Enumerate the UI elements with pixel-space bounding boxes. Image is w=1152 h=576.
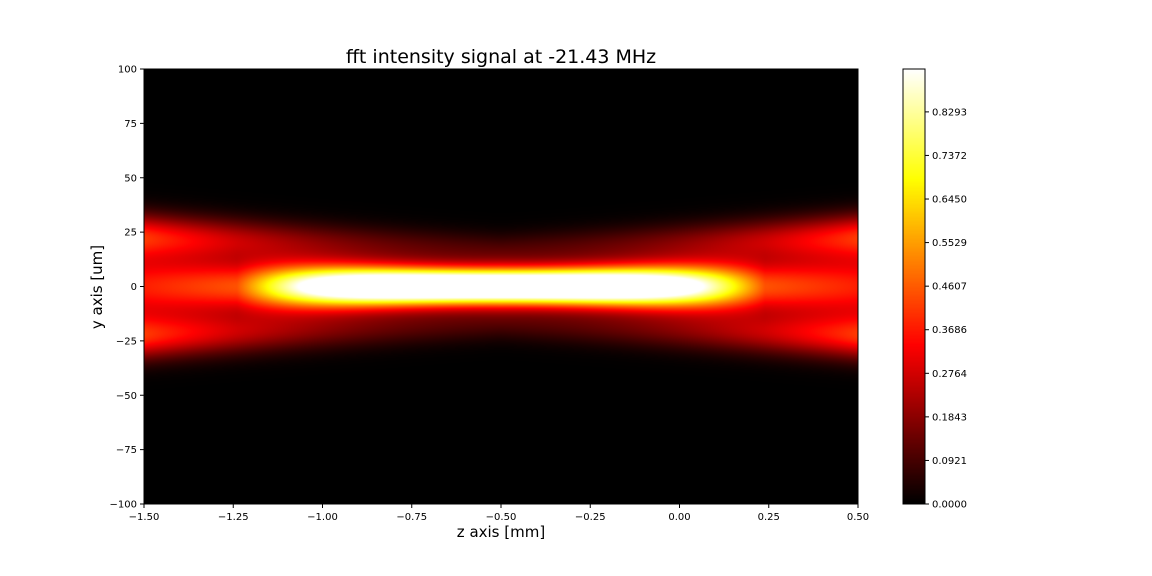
chart-title: fft intensity signal at -21.43 MHz <box>346 46 656 68</box>
y-axis: −100 −75 −50 −25 0 25 50 75 100 <box>110 65 144 511</box>
colorbar: 0.0000 0.0921 0.1843 0.2764 0.3686 0.4607 0.55… <box>902 68 967 511</box>
heatmap-image <box>144 69 858 504</box>
x-tick-label: 0.00 <box>668 512 690 523</box>
colorbar-tick-label: 0.6450 <box>932 195 967 206</box>
x-tick-label: −0.25 <box>575 512 606 523</box>
x-tick-label: −1.25 <box>218 512 249 523</box>
y-axis-label: y axis [um] <box>88 245 106 329</box>
x-tick-label: −1.50 <box>129 512 160 523</box>
plot-area <box>143 68 859 505</box>
y-tick-label: −100 <box>110 500 137 511</box>
colorbar-tick-label: 0.3686 <box>932 325 967 336</box>
heatmap-image-frame <box>144 69 858 504</box>
y-tick-label: −75 <box>116 445 137 456</box>
y-tick-label: 100 <box>118 65 137 76</box>
x-axis: −1.50 −1.25 −1.00 −0.75 −0.50 −0.25 0.00 0.25 0.… <box>129 504 869 523</box>
y-tick-label: −50 <box>116 391 137 402</box>
colorbar-tick-label: 0.1843 <box>932 412 967 423</box>
colorbar-tick-label: 0.4607 <box>932 282 967 293</box>
colorbar-tick-label: 0.8293 <box>932 107 967 118</box>
x-tick-label: 0.50 <box>847 512 869 523</box>
x-tick-label: −0.50 <box>486 512 517 523</box>
x-tick-label: 0.25 <box>758 512 780 523</box>
colorbar-tick-label: 0.0000 <box>932 500 967 511</box>
y-tick-label: 50 <box>124 173 137 184</box>
x-axis-label: z axis [mm] <box>457 523 545 541</box>
x-tick-label: −1.00 <box>307 512 338 523</box>
colorbar-gradient <box>903 69 925 504</box>
colorbar-tick-label: 0.0921 <box>932 456 967 467</box>
y-tick-label: 25 <box>124 228 137 239</box>
colorbar-tick-label: 0.2764 <box>932 369 967 380</box>
colorbar-tick-label: 0.7372 <box>932 151 967 162</box>
colorbar-gradient-frame <box>903 69 925 504</box>
y-tick-label: 75 <box>124 119 137 130</box>
x-tick-label: −0.75 <box>396 512 427 523</box>
y-tick-label: 0 <box>131 282 137 293</box>
y-tick-label: −25 <box>116 336 137 347</box>
colorbar-tick-label: 0.5529 <box>932 238 967 249</box>
colorbar-ticks: 0.0000 0.0921 0.1843 0.2764 0.3686 0.4607 0.55… <box>925 107 967 511</box>
